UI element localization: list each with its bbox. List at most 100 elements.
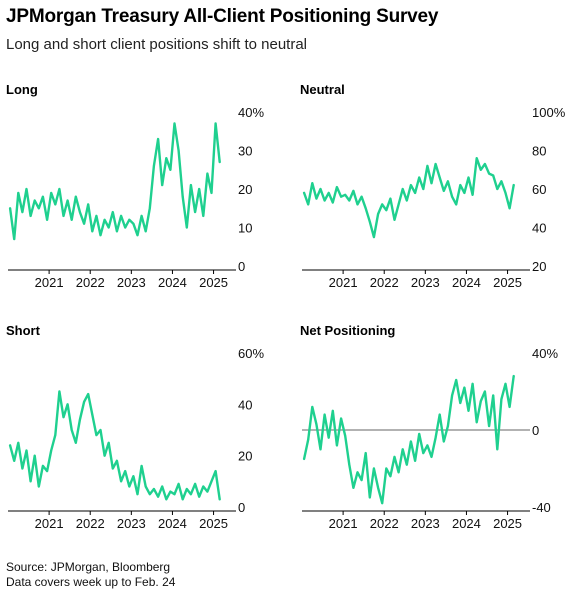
y-tick-label: 20 — [238, 449, 252, 464]
data-point — [331, 201, 334, 204]
data-point — [185, 226, 188, 229]
data-point — [79, 418, 81, 421]
x-tick-label: 2021 — [35, 516, 64, 531]
data-point — [99, 234, 102, 237]
series-line — [302, 374, 515, 505]
x-tick-label: 2025 — [493, 275, 522, 290]
y-tick-label: 10 — [238, 221, 252, 236]
data-point — [54, 434, 57, 436]
data-point — [181, 195, 184, 198]
data-point — [91, 413, 94, 416]
data-point — [144, 230, 147, 233]
data-point — [447, 180, 449, 183]
data-point — [373, 236, 375, 239]
y-tick-label: 40 — [532, 221, 546, 236]
data-point — [25, 449, 28, 452]
data-point — [492, 174, 495, 177]
data-point — [194, 483, 197, 485]
data-point — [434, 436, 437, 439]
data-point — [116, 459, 118, 462]
data-point — [496, 188, 499, 190]
data-point — [37, 485, 40, 488]
data-point — [79, 211, 81, 214]
data-point — [58, 188, 61, 190]
data-point — [99, 429, 102, 431]
data-point — [438, 176, 441, 179]
data-point — [87, 393, 90, 395]
data-point — [9, 207, 11, 210]
x-tick-label: 2023 — [411, 516, 440, 531]
data-point — [368, 220, 371, 223]
data-point — [389, 197, 392, 200]
data-point — [50, 449, 53, 452]
data-point — [103, 454, 106, 457]
data-point — [210, 192, 213, 194]
source-text: Source: JPMorgan, Bloomberg — [6, 560, 171, 574]
data-point — [484, 163, 486, 165]
y-tick-label: 60 — [532, 182, 546, 197]
data-point — [33, 454, 36, 457]
y-tick-label: 20 — [532, 259, 546, 274]
data-point — [157, 138, 160, 140]
chart-short: 2021 2022 2023 2024 2025 0 20 40 60% — [8, 346, 264, 531]
data-point — [95, 215, 98, 217]
x-tick-label: 2022 — [370, 275, 399, 290]
data-point — [377, 486, 379, 489]
panel-title-long: Long — [6, 82, 38, 97]
data-point — [385, 467, 388, 470]
data-point — [389, 475, 392, 478]
data-point — [348, 463, 351, 466]
data-point — [42, 465, 44, 467]
x-tick-label: 2023 — [117, 516, 146, 531]
data-point — [352, 486, 355, 489]
data-point — [377, 213, 379, 215]
data-point — [173, 493, 176, 496]
y-tick-label: -40 — [532, 500, 551, 515]
data-point — [397, 471, 400, 474]
data-point — [161, 184, 164, 186]
data-point — [336, 444, 338, 447]
data-point — [434, 163, 437, 165]
data-point — [198, 495, 201, 498]
data-point — [479, 400, 482, 402]
data-point — [107, 441, 110, 444]
data-point — [360, 479, 363, 481]
y-tick-label: 80 — [532, 144, 546, 159]
data-point — [405, 463, 408, 466]
y-tick-label: 40% — [238, 105, 264, 120]
data-point — [401, 188, 404, 190]
x-tick-label: 2021 — [329, 516, 358, 531]
y-tick-label: 20 — [238, 182, 252, 197]
data-point — [319, 448, 322, 451]
data-point — [311, 182, 314, 185]
x-tick-label: 2022 — [370, 516, 399, 531]
data-point — [508, 207, 511, 210]
panel-short: Short 2021 2022 2023 2024 2025 0 20 40 60% — [6, 323, 286, 537]
data-point — [348, 199, 351, 202]
x-tick-label: 2025 — [199, 275, 228, 290]
data-point — [124, 226, 127, 229]
data-point — [103, 218, 106, 221]
data-point — [132, 475, 135, 478]
data-point — [356, 471, 359, 474]
chart-title: JPMorgan Treasury All-Client Positioning… — [6, 6, 439, 27]
y-tick-label: 60% — [238, 346, 264, 361]
data-point — [500, 398, 503, 401]
data-point — [42, 195, 44, 198]
data-point — [463, 386, 466, 389]
data-point — [185, 488, 188, 490]
data-point — [467, 176, 470, 179]
data-point — [62, 416, 65, 419]
data-point — [91, 230, 94, 233]
data-point — [401, 448, 404, 451]
data-point — [323, 199, 326, 202]
data-point — [488, 425, 490, 427]
data-point — [442, 440, 445, 443]
data-point — [340, 417, 342, 420]
data-point — [140, 215, 143, 217]
data-point — [307, 203, 310, 206]
data-point — [74, 441, 77, 444]
data-point — [62, 215, 65, 217]
data-point — [74, 195, 77, 198]
data-point — [410, 440, 412, 443]
